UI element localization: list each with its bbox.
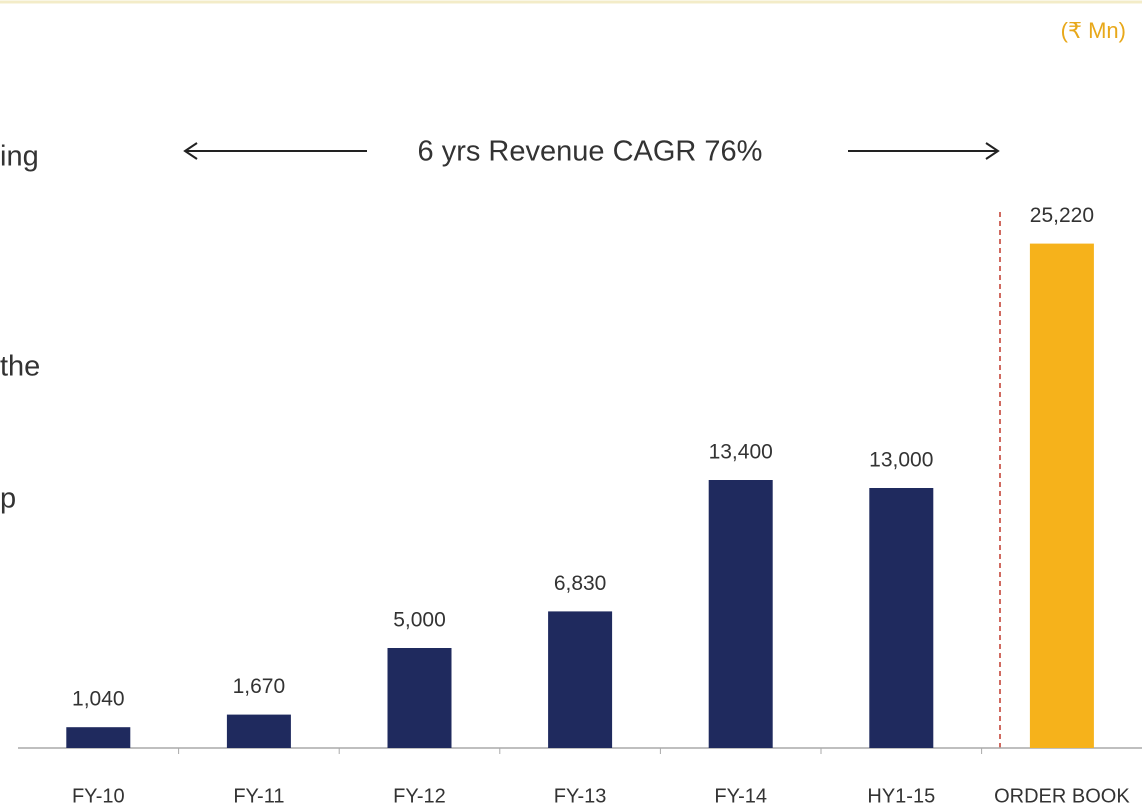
x-tick-label: FY-13 bbox=[554, 785, 607, 807]
bar bbox=[66, 727, 131, 748]
x-tick-label: HY1-15 bbox=[867, 785, 935, 807]
value-label: 13,400 bbox=[709, 441, 773, 464]
x-tick-label: ORDER BOOK bbox=[994, 785, 1130, 807]
annotation: 6 yrs Revenue CAGR 76% bbox=[418, 136, 763, 168]
side-text: the bbox=[0, 351, 40, 383]
value-label: 1,040 bbox=[72, 688, 125, 711]
bar bbox=[387, 648, 452, 748]
bar bbox=[226, 714, 291, 748]
arrows bbox=[183, 142, 1000, 160]
bar bbox=[1029, 243, 1094, 748]
x-tick-label: FY-12 bbox=[393, 785, 446, 807]
x-tick-label: FY-14 bbox=[714, 785, 767, 807]
bar bbox=[708, 480, 773, 748]
value-label: 25,220 bbox=[1030, 204, 1094, 227]
unit-label: (₹ Mn) bbox=[1061, 18, 1126, 43]
side-text: ing bbox=[0, 141, 39, 173]
value-label: 13,000 bbox=[869, 449, 933, 472]
value-label: 6,830 bbox=[554, 572, 607, 595]
value-label: 5,000 bbox=[393, 609, 446, 632]
bar bbox=[869, 488, 934, 748]
x-tick-label: FY-11 bbox=[233, 785, 284, 807]
side-text: p bbox=[0, 483, 16, 515]
value-label: 1,670 bbox=[233, 675, 286, 698]
x-tick-label: FY-10 bbox=[72, 785, 125, 807]
bar bbox=[548, 611, 613, 748]
